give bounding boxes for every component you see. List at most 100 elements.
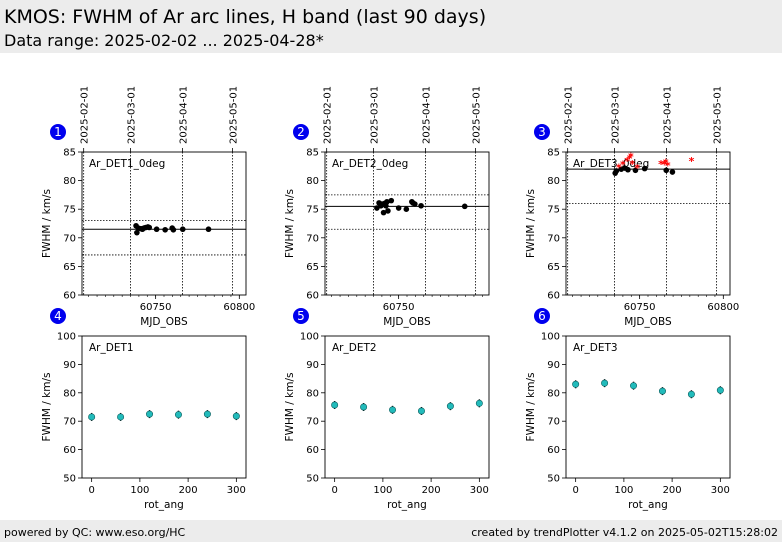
y-tick-label: 80 — [63, 176, 76, 187]
date-tick-label: 2025-02-01 — [80, 86, 91, 144]
data-point — [170, 226, 177, 233]
y-tick-label: 80 — [547, 176, 560, 187]
outlier-point: * — [624, 155, 630, 168]
x-tick-label: 0 — [331, 485, 337, 496]
outlier-point: * — [627, 152, 633, 165]
plot-frame — [324, 335, 490, 479]
y-tick-label: 70 — [547, 417, 560, 428]
data-point — [446, 402, 454, 410]
y-axis-label: FWHM / km/s — [284, 373, 296, 442]
plot-frame — [565, 335, 731, 479]
header-bar: KMOS: FWHM of Ar arc lines, H band (last… — [0, 0, 782, 53]
date-tick-label: 2025-05-01 — [713, 86, 724, 144]
data-point — [601, 379, 609, 387]
x-tick-label: 60750 — [140, 302, 172, 313]
date-tick-label: 2025-02-01 — [564, 86, 575, 144]
x-tick-label: 60750 — [624, 302, 656, 313]
data-point — [630, 382, 638, 390]
y-tick-label: 80 — [547, 388, 560, 399]
x-tick-label: 200 — [422, 485, 441, 496]
panel-number-badge — [293, 124, 309, 140]
data-point — [461, 203, 468, 210]
y-axis-label: FWHM / km/s — [41, 373, 53, 442]
outlier-point: * — [634, 162, 640, 175]
data-point — [625, 166, 631, 173]
outlier-point: * — [661, 159, 667, 172]
data-point — [88, 413, 96, 421]
outlier-point: * — [663, 156, 669, 169]
y-tick-label: 90 — [63, 360, 76, 371]
data-point — [641, 165, 648, 172]
outlier-point: * — [616, 161, 622, 174]
x-tick-label: 300 — [227, 485, 246, 496]
plot-frame — [81, 335, 247, 479]
y-axis-label: FWHM / km/s — [525, 189, 537, 258]
data-point — [412, 201, 418, 207]
data-point — [162, 226, 168, 233]
data-point — [658, 387, 666, 395]
x-tick-label: 60800 — [223, 302, 255, 313]
date-tick-label: 2025-03-01 — [611, 86, 622, 144]
y-tick-label: 85 — [306, 148, 319, 159]
x-tick-label: 60750 — [383, 302, 415, 313]
x-tick-label: 300 — [470, 485, 489, 496]
data-point — [475, 399, 483, 407]
data-point — [687, 390, 695, 398]
data-point — [389, 406, 397, 414]
footer-bar: powered by QC: www.eso.org/HC created by… — [0, 520, 782, 542]
y-tick-label: 100 — [300, 332, 319, 343]
x-tick-label: 100 — [373, 485, 392, 496]
x-tick-label: 60800 — [707, 302, 739, 313]
panel-number-label: 3 — [538, 125, 546, 139]
y-tick-label: 80 — [306, 388, 319, 399]
y-axis-label: FWHM / km/s — [284, 189, 296, 258]
data-point — [388, 197, 395, 204]
date-tick-label: 2025-04-01 — [178, 86, 189, 144]
date-tick-label: 2025-05-01 — [229, 86, 240, 144]
panel-number-label: 4 — [54, 309, 62, 323]
y-tick-label: 60 — [547, 291, 560, 302]
x-axis-label: MJD_OBS — [624, 316, 672, 328]
x-axis-label: MJD_OBS — [140, 316, 188, 328]
date-tick-label: 2025-02-01 — [323, 86, 334, 144]
panel-number-badge — [293, 308, 309, 324]
y-tick-label: 60 — [306, 445, 319, 456]
x-tick-label: 0 — [88, 485, 94, 496]
x-axis-label: rot_ang — [387, 499, 427, 511]
x-tick-label: 200 — [179, 485, 198, 496]
chart-panel-3: 3 2025-02-01 2025-03-01 2025-04-01 2025-05-0… — [525, 86, 739, 328]
data-point — [663, 167, 670, 174]
series-label: Ar_DET2 — [332, 342, 377, 354]
data-point — [331, 401, 339, 409]
y-tick-label: 60 — [547, 445, 560, 456]
y-tick-label: 70 — [306, 417, 319, 428]
y-tick-label: 85 — [547, 148, 560, 159]
y-tick-label: 90 — [547, 360, 560, 371]
x-tick-label: 200 — [663, 485, 682, 496]
y-tick-label: 70 — [306, 233, 319, 244]
footer-generator: created by trendPlotter v4.1.2 on 2025-0… — [471, 526, 778, 539]
data-point — [380, 209, 387, 216]
date-tick-label: 2025-03-01 — [127, 86, 138, 144]
y-tick-label: 65 — [547, 262, 560, 273]
y-tick-label: 60 — [63, 445, 76, 456]
y-tick-label: 85 — [63, 148, 76, 159]
x-tick-label: 0 — [572, 485, 578, 496]
data-point — [384, 198, 390, 205]
date-tick-label: 2025-03-01 — [370, 86, 381, 144]
data-point — [385, 208, 391, 214]
panel-number-badge — [534, 308, 550, 324]
data-point — [360, 403, 368, 411]
outlier-point: * — [689, 155, 695, 168]
y-tick-label: 80 — [306, 176, 319, 187]
y-tick-label: 100 — [541, 332, 560, 343]
x-tick-label: 100 — [614, 485, 633, 496]
y-tick-label: 70 — [547, 233, 560, 244]
data-point — [613, 168, 620, 174]
outlier-point: * — [620, 159, 626, 172]
data-point — [232, 412, 240, 420]
panel-number-label: 6 — [538, 309, 546, 323]
series-label: Ar_DET3 — [573, 342, 618, 354]
data-point — [716, 386, 724, 394]
y-tick-label: 65 — [306, 262, 319, 273]
